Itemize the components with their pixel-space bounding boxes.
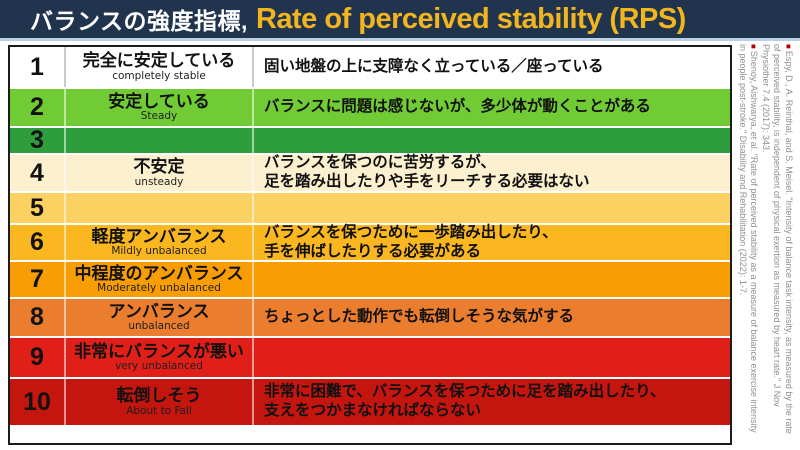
label-cell: 非常にバランスが悪い very unbalanced xyxy=(66,338,254,377)
label-cell xyxy=(66,128,254,153)
table-row: 10 転倒しそう About to Fall 非常に困難で、バランスを保つために… xyxy=(10,379,730,425)
description-cell: バランスを保つのに苦労するが、 足を踏み出したりや手をリーチする必要はない xyxy=(264,154,590,190)
label-english: Mildly unbalanced xyxy=(111,245,207,258)
table-row: 8 アンバランス unbalanced ちょっとした動作でも転倒しそうな気がする xyxy=(10,299,730,338)
citation-entry: ■Espy, D., A. Reinthal, and S. Meisel. "… xyxy=(761,44,794,434)
score-number: 4 xyxy=(10,155,66,191)
description-cell: バランスに問題は感じないが、多少体が動くことがある xyxy=(264,98,651,116)
label-english: About to Fall xyxy=(126,404,192,417)
description-cell: 非常に困難で、バランスを保つために足を踏み出したり、 支えをつかまなければならな… xyxy=(264,383,666,419)
header-underline-bar xyxy=(0,38,800,41)
score-number: 9 xyxy=(10,338,66,377)
label-english: very unbalanced xyxy=(115,360,203,373)
table-row: 1 完全に安定している completely stable 固い地盤の上に支障な… xyxy=(10,47,730,89)
score-number: 1 xyxy=(10,47,66,87)
label-cell: 中程度のアンバランス Moderately unbalanced xyxy=(66,262,254,297)
table-row: 5 xyxy=(10,193,730,225)
score-number: 6 xyxy=(10,225,66,260)
table-row: 3 xyxy=(10,126,730,155)
label-cell: アンバランス unbalanced xyxy=(66,299,254,336)
description-cell xyxy=(254,338,730,377)
citation-bullet-icon: ■ xyxy=(784,44,793,49)
label-english: Steady xyxy=(140,110,178,123)
score-number: 7 xyxy=(10,262,66,297)
label-japanese: 転倒しそう xyxy=(116,386,202,406)
label-english: unbalanced xyxy=(128,320,190,333)
label-cell: 転倒しそう About to Fall xyxy=(66,379,254,425)
label-cell xyxy=(66,193,254,223)
label-japanese: 非常にバランスが悪い xyxy=(74,341,244,361)
slide-title-japanese: バランスの強度指標, xyxy=(30,8,248,34)
label-cell: 安定している Steady xyxy=(66,89,254,126)
table-row: 2 安定している Steady バランスに問題は感じないが、多少体が動くことがあ… xyxy=(10,89,730,128)
label-cell: 完全に安定している completely stable xyxy=(66,47,254,87)
table-row: 6 軽度アンバランス Mildly unbalanced バランスを保つために一… xyxy=(10,223,730,262)
description-cell: バランスを保つために一歩踏み出したり、 手を伸ばしたりする必要がある xyxy=(264,223,558,260)
score-number: 3 xyxy=(10,126,66,154)
label-english: Moderately unbalanced xyxy=(97,282,221,295)
citation-entry: ■Shenoy, Aishwarya, et al. "Rate of perc… xyxy=(738,44,760,433)
slide-title-english: Rate of perceived stability (RPS) xyxy=(255,2,686,35)
description-cell xyxy=(254,193,730,223)
reference-citations: ■Espy, D., A. Reinthal, and S. Meisel. "… xyxy=(736,44,794,436)
label-japanese: アンバランス xyxy=(108,301,210,321)
score-number: 10 xyxy=(10,379,66,425)
slide-header: バランスの強度指標, Rate of perceived stability (… xyxy=(0,0,800,38)
label-cell: 不安定 unsteady xyxy=(66,155,254,191)
label-english: completely stable xyxy=(112,69,206,82)
table-row: 4 不安定 unsteady バランスを保つのに苦労するが、 足を踏み出したりや… xyxy=(10,154,730,193)
description-cell: 固い地盤の上に支障なく立っている／座っている xyxy=(264,57,604,75)
table-row: 9 非常にバランスが悪い very unbalanced xyxy=(10,338,730,379)
table-row: 7 中程度のアンバランス Moderately unbalanced xyxy=(10,262,730,299)
label-japanese: 不安定 xyxy=(133,157,185,177)
description-cell xyxy=(254,262,730,297)
description-cell: ちょっとした動作でも転倒しそうな気がする xyxy=(264,308,575,326)
description-cell xyxy=(254,128,730,153)
citation-bullet-icon: ■ xyxy=(749,44,759,49)
score-number: 2 xyxy=(10,89,66,126)
label-japanese: 中程度のアンバランス xyxy=(74,263,244,283)
label-japanese: 軽度アンバランス xyxy=(91,226,227,246)
label-cell: 軽度アンバランス Mildly unbalanced xyxy=(66,225,254,260)
score-number: 8 xyxy=(10,299,66,336)
rps-scale-table: 1 完全に安定している completely stable 固い地盤の上に支障な… xyxy=(8,45,732,445)
label-japanese: 完全に安定している xyxy=(82,51,236,71)
label-japanese: 安定している xyxy=(108,91,210,111)
label-english: unsteady xyxy=(134,175,184,188)
score-number: 5 xyxy=(10,193,66,223)
